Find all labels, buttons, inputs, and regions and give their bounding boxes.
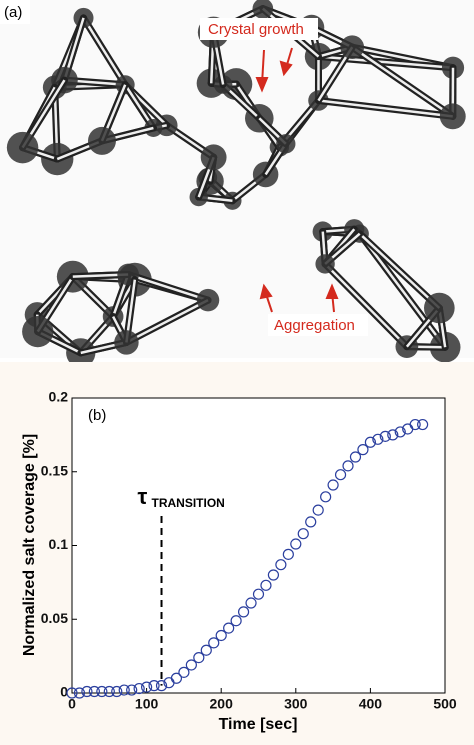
panel-label: (a) <box>4 4 22 21</box>
data-point <box>155 680 168 692</box>
data-point <box>334 469 347 481</box>
x-tick-label: 100 <box>135 696 159 712</box>
transition-symbol: τ <box>138 484 148 509</box>
data-point <box>357 444 369 456</box>
crystal-edge-core <box>318 99 453 118</box>
plot-area <box>71 397 446 694</box>
y-axis-title: Normalized salt coverage [%] <box>21 434 38 656</box>
data-point <box>73 687 86 699</box>
data-point <box>260 579 272 591</box>
x-tick-label: 500 <box>433 696 457 712</box>
data-point <box>141 681 153 693</box>
data-point <box>111 685 123 698</box>
data-point <box>372 433 384 445</box>
data-point <box>208 637 220 649</box>
data-point <box>417 418 429 431</box>
crystal-node <box>252 0 274 19</box>
data-point <box>88 685 100 698</box>
crystal-edge-core <box>127 273 209 302</box>
data-point <box>133 682 145 695</box>
data-point <box>252 588 265 600</box>
data-point <box>200 644 212 656</box>
crystal-node <box>22 315 54 348</box>
data-point <box>103 685 115 698</box>
data-point <box>66 687 78 699</box>
data-point <box>305 516 317 528</box>
transition-subscript: TRANSITION <box>152 496 225 510</box>
crystal-edge-core <box>358 232 441 309</box>
data-point <box>81 685 93 698</box>
data-point <box>185 659 197 671</box>
crystal-node <box>424 292 455 324</box>
arrows <box>255 47 339 313</box>
data-point <box>349 451 362 463</box>
data-point <box>230 615 242 627</box>
data-point <box>118 684 130 696</box>
x-tick-label: 400 <box>359 696 383 712</box>
data-point <box>126 684 138 696</box>
annotation-bg <box>200 18 318 40</box>
crystal-node <box>340 35 365 60</box>
crystal-node <box>276 134 296 154</box>
data-point <box>96 685 108 698</box>
y-tick-label: 0.2 <box>49 389 69 405</box>
data-point <box>282 548 294 560</box>
data-point <box>237 606 250 618</box>
x-tick-label: 200 <box>210 696 234 712</box>
annotation: Aggregation <box>274 317 355 334</box>
data-point <box>215 629 227 642</box>
crystal-edge-core <box>318 55 454 69</box>
crystal-edge-core <box>125 299 209 344</box>
data-point <box>148 680 160 692</box>
data-point <box>290 538 302 550</box>
crystal-node <box>439 103 466 130</box>
y-tick-label: 0.1 <box>49 536 69 552</box>
annotation: Crystal growth <box>208 21 304 38</box>
data-point <box>170 672 183 684</box>
data-point <box>223 622 235 634</box>
data-point <box>312 504 324 516</box>
data-point <box>409 418 421 431</box>
y-tick-label: 0 <box>60 684 68 700</box>
data-point <box>178 666 190 678</box>
annotation-bg <box>268 314 368 336</box>
crystal-edge-core <box>324 263 408 348</box>
crystal-node <box>200 144 227 171</box>
crystal-edge-core <box>82 17 127 86</box>
crystal-node <box>315 254 335 274</box>
data-point <box>387 429 399 441</box>
data-point <box>297 528 309 540</box>
crystal-node <box>114 330 139 355</box>
x-axis-title: Time [sec] <box>219 716 298 733</box>
y-tick-label: 0.05 <box>41 610 68 626</box>
crystal-node <box>87 126 116 155</box>
crystal-edge-core <box>358 232 447 348</box>
data-point <box>394 426 406 438</box>
x-tick-label: 0 <box>68 696 76 712</box>
data-point <box>379 430 391 442</box>
crystal-edge-core <box>351 46 454 118</box>
y-tick-label: 0.15 <box>41 462 68 478</box>
data-point <box>245 597 257 609</box>
label-bg <box>0 0 30 24</box>
data-point <box>275 559 287 571</box>
data-point <box>267 569 280 581</box>
data-point <box>364 436 376 448</box>
data-point <box>320 491 332 503</box>
crystal-node <box>196 288 220 312</box>
data-point <box>193 651 205 664</box>
panel-label: (b) <box>88 407 106 424</box>
data-point <box>327 479 339 491</box>
x-tick-label: 300 <box>284 696 308 712</box>
data-point <box>342 460 354 472</box>
crystal-node <box>6 131 39 164</box>
